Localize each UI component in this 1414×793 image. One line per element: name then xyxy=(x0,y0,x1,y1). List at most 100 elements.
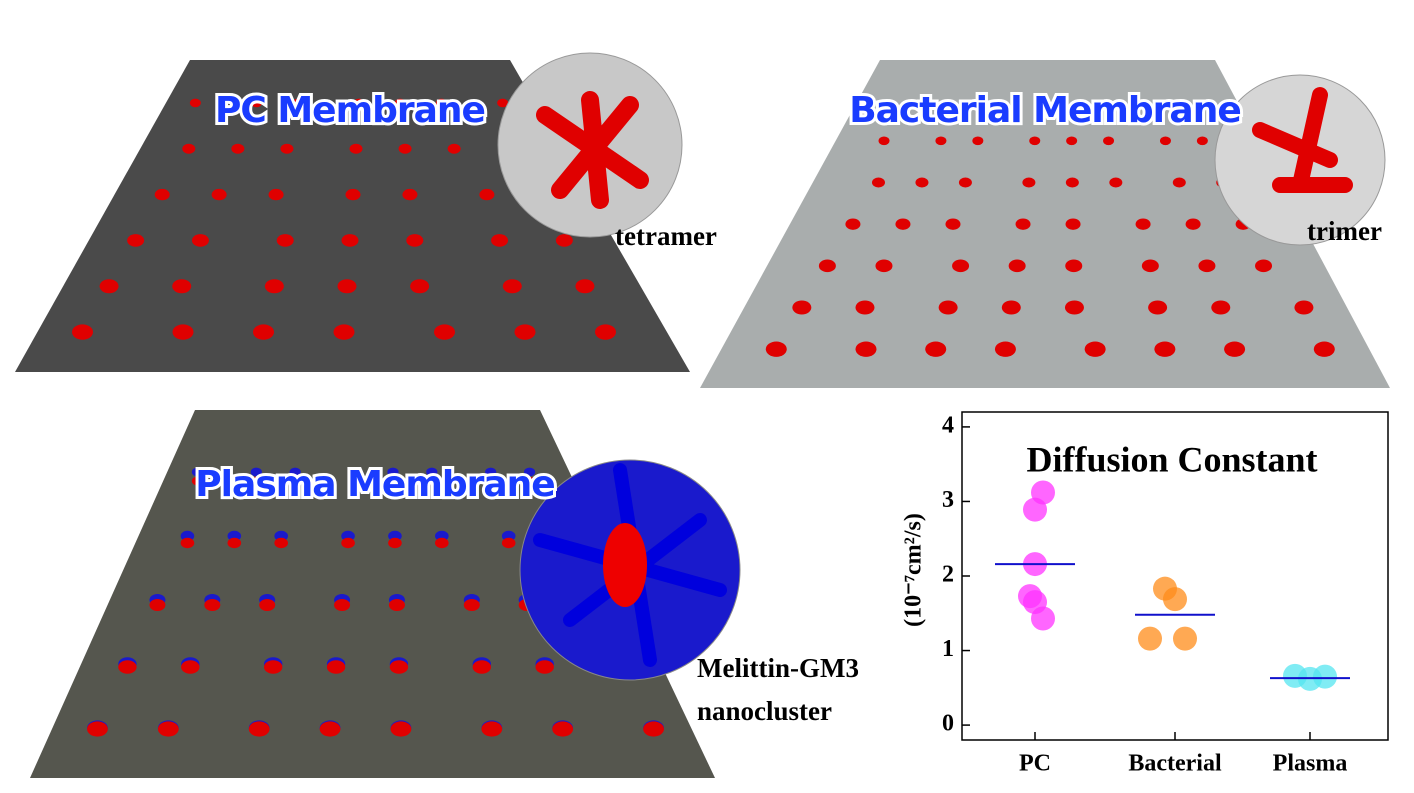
x-tick-label: PC xyxy=(1019,751,1051,777)
blob xyxy=(426,476,438,486)
blob xyxy=(1313,341,1335,357)
blob xyxy=(289,476,301,486)
blob xyxy=(1065,177,1079,188)
blob xyxy=(402,188,418,201)
blob xyxy=(341,537,355,549)
blob xyxy=(182,143,196,154)
blob xyxy=(251,98,263,108)
y-tick-label: 3 xyxy=(942,487,954,513)
blob xyxy=(157,721,179,737)
blob xyxy=(1211,300,1231,315)
blob xyxy=(154,188,170,201)
blob xyxy=(280,143,294,154)
blob xyxy=(227,537,242,549)
blob xyxy=(410,279,430,294)
blob xyxy=(191,467,204,477)
blob xyxy=(502,279,522,294)
point xyxy=(1138,626,1162,651)
x-tick-label: Bacterial xyxy=(1128,751,1222,777)
blob xyxy=(935,136,947,146)
blob xyxy=(595,324,616,340)
blob xyxy=(575,279,595,294)
blob xyxy=(1022,177,1036,188)
point xyxy=(1031,606,1055,631)
blob xyxy=(253,324,274,340)
blob xyxy=(388,599,405,611)
panel-label: Bacterial Membrane xyxy=(849,90,1241,131)
blob xyxy=(319,721,341,737)
blob xyxy=(855,341,877,357)
blob xyxy=(497,98,509,108)
blob xyxy=(292,98,304,108)
blob xyxy=(435,537,449,549)
blob xyxy=(211,188,227,201)
blob xyxy=(555,234,573,247)
point xyxy=(1173,626,1197,651)
blob xyxy=(191,476,204,486)
blob xyxy=(394,98,406,108)
blob xyxy=(118,660,137,674)
inset-label: trimer xyxy=(1307,216,1382,246)
point xyxy=(1023,497,1047,522)
blob xyxy=(875,259,893,273)
blob xyxy=(345,188,361,201)
blob xyxy=(353,98,365,108)
inset-label: tetramer xyxy=(615,221,717,251)
inset-label: nanocluster xyxy=(697,696,832,726)
blob xyxy=(643,721,664,737)
blob xyxy=(231,143,245,154)
blob xyxy=(426,467,438,477)
trimer-shape xyxy=(1252,87,1353,193)
blob xyxy=(435,98,447,108)
blob xyxy=(523,467,536,477)
x-tick-label: Plasma xyxy=(1273,751,1348,777)
blob xyxy=(938,300,958,315)
panel-label: PC Membrane xyxy=(215,90,485,131)
blob xyxy=(514,324,536,340)
inset-label: Melittin-GM3 xyxy=(697,653,859,683)
blob xyxy=(994,341,1016,357)
blob xyxy=(1001,300,1021,315)
blob xyxy=(1065,218,1081,230)
blob xyxy=(1064,300,1084,315)
blob xyxy=(501,537,516,549)
blob xyxy=(485,467,497,477)
y-tick-label: 0 xyxy=(942,711,954,737)
blob xyxy=(434,324,455,340)
blob xyxy=(1224,341,1246,357)
membranes xyxy=(15,52,1390,778)
blob xyxy=(349,143,363,154)
blob xyxy=(337,279,357,294)
y-axis-label: (10⁻⁷cm²/s) xyxy=(901,513,927,627)
point xyxy=(1313,664,1337,689)
blob xyxy=(172,324,194,340)
blob xyxy=(523,476,536,486)
tetramer-shape xyxy=(536,91,649,209)
blob xyxy=(491,234,509,247)
blob xyxy=(180,537,195,549)
blob xyxy=(765,341,787,357)
blob xyxy=(264,279,284,294)
blob xyxy=(250,476,262,486)
blob xyxy=(792,300,812,315)
blob xyxy=(1196,136,1208,146)
blob xyxy=(1141,259,1159,273)
blob xyxy=(326,660,346,674)
blob xyxy=(1148,300,1168,315)
blob xyxy=(388,537,402,549)
blob xyxy=(871,177,885,188)
blob xyxy=(481,721,503,737)
blob xyxy=(1172,177,1186,188)
blob xyxy=(259,599,276,611)
blob xyxy=(87,721,108,737)
blob xyxy=(72,324,93,340)
blob xyxy=(127,234,145,247)
blob xyxy=(250,467,262,477)
blob xyxy=(172,279,192,294)
blob xyxy=(387,467,399,477)
blob xyxy=(1008,259,1026,273)
y-tick-label: 2 xyxy=(942,562,954,588)
blob xyxy=(390,721,412,737)
blob xyxy=(447,143,461,154)
